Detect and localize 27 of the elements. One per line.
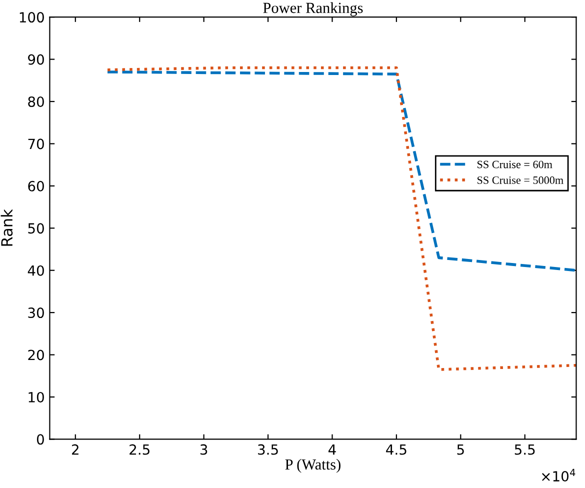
y-tick-label: 20 [28,350,44,360]
x-tick-label: 4 [328,444,336,455]
y-tick-label: 10 [28,392,44,402]
chart-title: Power Rankings [263,2,363,16]
y-tick-label: 0 [36,434,44,445]
line-series [106,66,576,371]
legend-label: SS Cruise = 5000m [478,176,564,184]
y-tick-label: 100 [20,12,44,23]
x-tick-label: 4.5 [386,444,406,455]
y-tick-label: 60 [28,180,44,192]
y-tick-label: 80 [28,96,44,107]
y-tick-label: 90 [28,54,44,65]
text: ×10$^{4}$ [542,468,576,482]
x-tick-label: 3.5 [258,444,278,455]
legend-label: SS Cruise = 60m [478,160,552,168]
x-axis-title: P (Watts) [285,458,340,473]
x-tick-label: 3 [200,444,208,455]
line-series [106,70,576,272]
x-tick-label: 2 [72,444,78,455]
x-tick-label: 5.5 [514,444,535,455]
y-tick-label: 30 [28,308,44,318]
y-axis-title: Rank [0,209,13,246]
x-tick-label: 2.5 [130,444,150,455]
y-tick-label: 70 [28,138,44,150]
y-tick-label: 50 [28,223,44,234]
y-tick-label: 40 [28,265,44,276]
x-tick-label: 5 [457,444,464,455]
